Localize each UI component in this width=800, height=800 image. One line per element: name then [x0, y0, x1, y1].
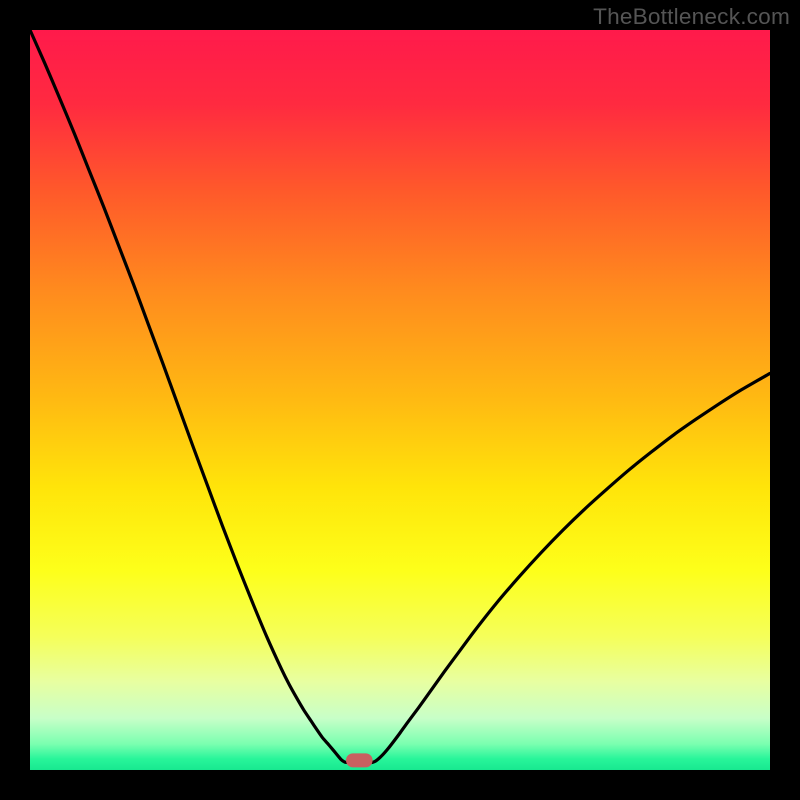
watermark-text: TheBottleneck.com	[593, 4, 790, 30]
canvas: TheBottleneck.com	[0, 0, 800, 800]
bottleneck-chart	[30, 30, 770, 770]
optimal-marker	[346, 753, 373, 767]
chart-background	[30, 30, 770, 770]
